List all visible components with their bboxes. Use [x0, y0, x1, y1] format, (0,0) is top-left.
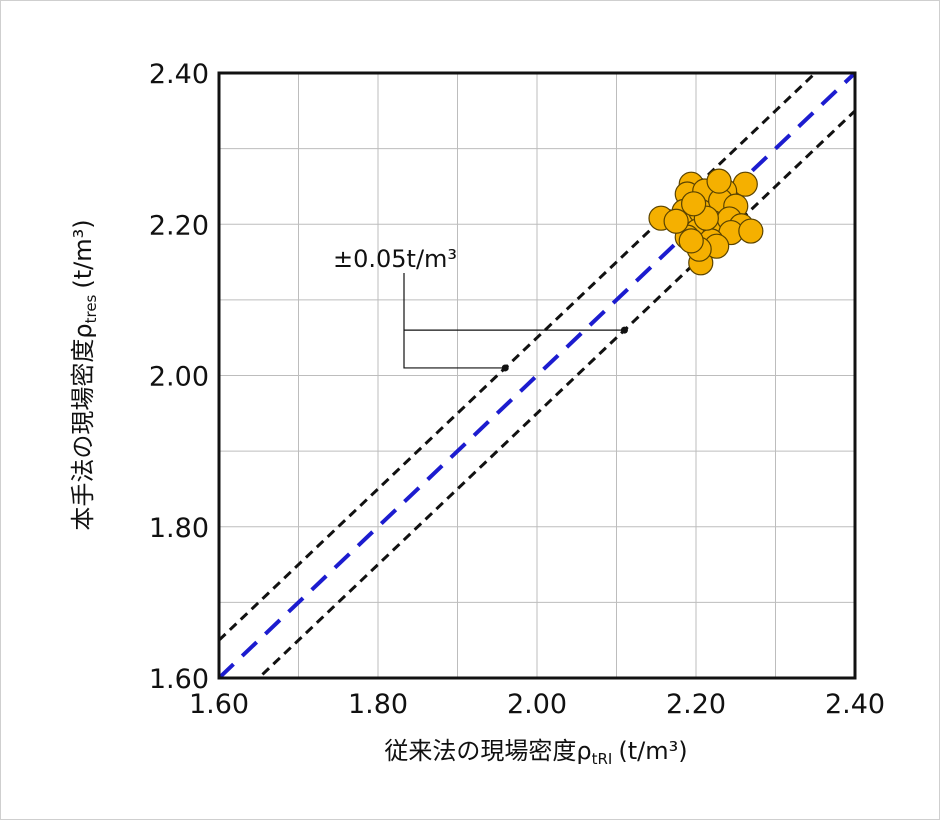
y-label-sub: tres	[82, 294, 100, 323]
y-tick-label: 2.00	[149, 362, 209, 393]
point	[681, 191, 707, 217]
x-tick-label: 2.00	[507, 689, 567, 720]
x-tick-label: 1.60	[189, 689, 249, 720]
reference-line	[219, 73, 818, 642]
annotation-leader	[403, 273, 506, 369]
y-label-main: 本手法の現場密度ρ	[69, 323, 97, 530]
x-tick-label: 2.20	[666, 689, 726, 720]
annotation-text: ±0.05t/m³	[333, 245, 457, 273]
annotation-point	[501, 364, 509, 372]
x-tick-label: 2.40	[825, 689, 885, 720]
annotation-point	[620, 326, 628, 334]
point	[663, 208, 689, 234]
x-label-main: 従来法の現場密度ρ	[384, 737, 591, 765]
y-axis-label: 本手法の現場密度ρtres (t/m³)	[69, 219, 100, 530]
x-tick-label: 1.80	[348, 689, 408, 720]
y-tick-label: 1.60	[149, 664, 209, 695]
reference-line	[256, 109, 855, 678]
point	[706, 168, 732, 194]
plot-border	[217, 71, 857, 680]
x-axis-label: 従来法の現場密度ρtRI (t/m³)	[384, 737, 687, 768]
y-tick-label: 2.40	[149, 59, 209, 90]
x-label-sub: tRI	[592, 750, 613, 768]
y-label-unit: (t/m³)	[69, 219, 97, 288]
point	[738, 218, 764, 244]
y-tick-label: 2.20	[149, 210, 209, 241]
reference-line	[219, 73, 855, 678]
point	[678, 228, 704, 254]
y-tick-label: 1.80	[149, 513, 209, 544]
x-label-unit: (t/m³)	[618, 737, 687, 765]
